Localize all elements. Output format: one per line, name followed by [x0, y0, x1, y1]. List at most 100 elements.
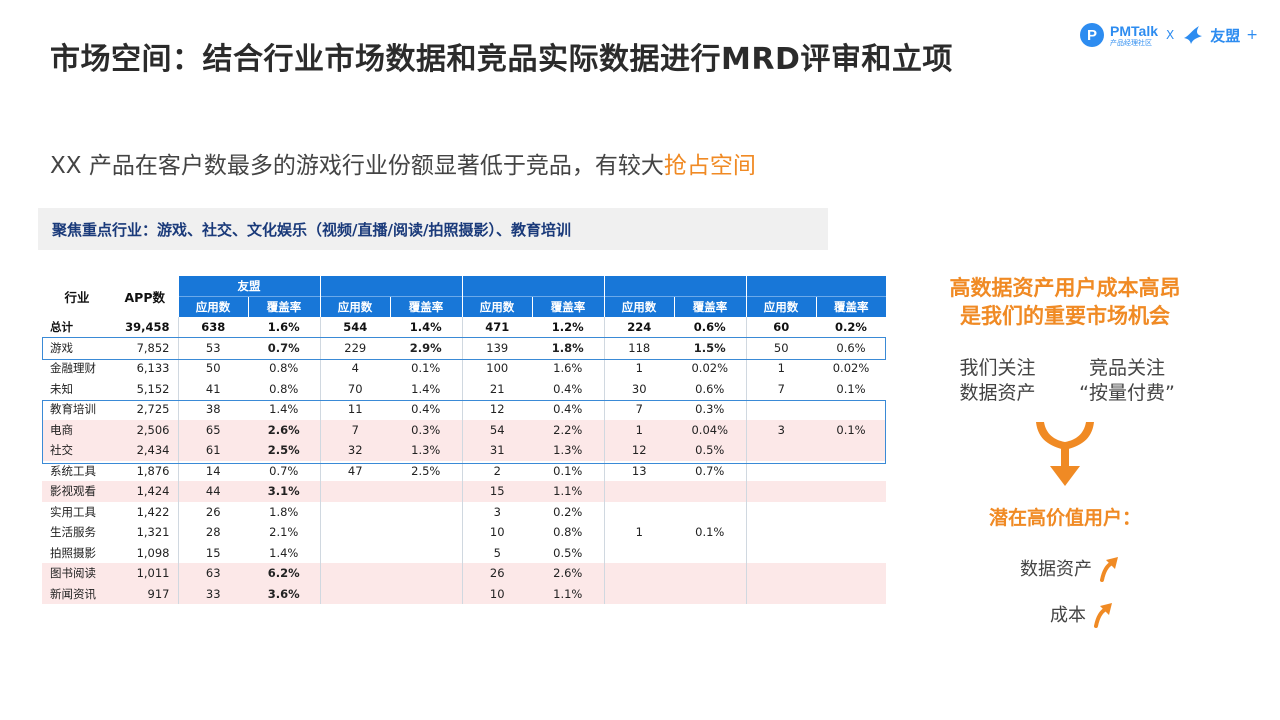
- header-app-num: 应用数: [461, 296, 532, 317]
- cell-coverage: 0.8%: [269, 361, 299, 376]
- pmtalk-logo-icon: P: [1080, 23, 1105, 47]
- cell-coverage: 1.4%: [269, 402, 299, 417]
- cell-app-num: [745, 501, 816, 522]
- cell-industry: 拍照摄影: [50, 545, 96, 560]
- cell-app-num: [745, 481, 816, 502]
- cell-coverage: 0.8%: [553, 525, 583, 540]
- cell-coverage: [816, 502, 886, 523]
- cell-app-count: 39,458: [112, 317, 179, 338]
- cell-coverage: 2.5%: [411, 463, 441, 478]
- table-row: 图书阅读 1,011 63 6.2% 26 2.6%: [42, 563, 886, 584]
- cell-coverage: 0.2%: [835, 320, 867, 335]
- cell-app-num: [745, 460, 816, 481]
- insight-headline-line2: 是我们的重要市场机会: [960, 304, 1170, 328]
- table-row: 拍照摄影 1,098 15 1.4% 5 0.5%: [42, 542, 886, 564]
- item-data-assets: 数据资产: [1020, 554, 1122, 582]
- cell-coverage: [816, 399, 886, 420]
- cell-app-count: 2,434: [112, 440, 179, 461]
- insight-headline: 高数据资产用户成本高昂 是我们的重要市场机会: [900, 274, 1230, 330]
- cell-coverage: 0.02%: [832, 361, 870, 376]
- cell-app-num: [745, 440, 816, 461]
- umeng-plus: +: [1246, 27, 1258, 43]
- cell-app-num: [745, 399, 816, 420]
- cell-coverage: [390, 543, 462, 564]
- item-data-assets-label: 数据资产: [1020, 559, 1092, 580]
- cell-coverage: [816, 543, 886, 564]
- cell-coverage: 0.3%: [390, 419, 462, 440]
- cell-app-count: 1,011: [112, 563, 179, 584]
- cell-app-num: 41: [205, 381, 221, 396]
- cell-coverage: [390, 481, 462, 502]
- umeng-bird-icon: [1184, 26, 1203, 44]
- cell-coverage: [674, 583, 746, 604]
- cell-coverage: 2.6%: [532, 563, 604, 584]
- cell-app-num: 65: [178, 419, 248, 440]
- cell-app-count: 5,152: [112, 378, 179, 399]
- rival-focus-line1: 竞品关注: [1088, 357, 1165, 379]
- cell-industry: 总计: [50, 320, 73, 335]
- cell-app-num: 471: [461, 317, 532, 338]
- cell-app-num: 12: [461, 399, 532, 420]
- cell-industry: 生活服务: [50, 525, 96, 540]
- cell-coverage: 0.7%: [269, 463, 299, 478]
- cell-coverage: [390, 583, 462, 604]
- cell-app-num: 11: [319, 399, 390, 420]
- merge-arrow-icon: [1036, 422, 1094, 486]
- table-body: 总计 39,458 638 1.6% 544 1.4% 471 1.2% 224 0.6% 60 0.…: [42, 317, 886, 604]
- cell-app-num: 3: [461, 501, 532, 522]
- cell-app-num: 2: [461, 460, 532, 481]
- trend-up-icon: [1100, 557, 1118, 582]
- cell-app-num: [745, 583, 816, 604]
- table-row: 生活服务 1,321 28 2.1% 10 0.8% 1 0.1%: [42, 522, 886, 543]
- cell-app-num: 1: [603, 419, 674, 440]
- cell-coverage: 1.3%: [532, 440, 604, 461]
- cell-coverage: 1.6%: [267, 320, 300, 335]
- cell-coverage: [390, 522, 462, 543]
- cell-coverage: 0.6%: [693, 320, 726, 335]
- cell-industry: 教育培训: [50, 402, 96, 417]
- cell-app-num: [319, 522, 390, 543]
- header-group-2: [319, 276, 462, 297]
- cell-app-num: 33: [178, 583, 248, 604]
- cell-coverage: 1.6%: [553, 361, 583, 376]
- cell-app-num: 5: [461, 542, 532, 563]
- cell-coverage: [674, 481, 746, 502]
- cell-app-num: 70: [319, 378, 390, 399]
- cell-app-num: 32: [319, 440, 390, 461]
- cell-app-num: 10: [461, 522, 532, 543]
- cell-app-num: [319, 563, 390, 584]
- cell-app-num: [319, 481, 390, 502]
- cell-app-num: 60: [745, 317, 816, 338]
- header-coverage: 覆盖率: [815, 296, 886, 317]
- cell-coverage: 0.4%: [553, 381, 583, 396]
- cell-coverage: 0.1%: [816, 419, 886, 440]
- cell-app-count: 2,725: [112, 399, 179, 420]
- cell-app-num: 229: [319, 337, 390, 358]
- cell-app-num: [603, 501, 674, 522]
- table-row: 金融理财 6,133 50 0.8% 4 0.1% 100 1.6% 1 0.02% 1 0.02%: [42, 358, 886, 379]
- table-row: 社交 2,434 61 2.5% 32 1.3% 31 1.3% 12 0.5%: [42, 440, 886, 461]
- cell-app-num: 15: [205, 545, 221, 560]
- our-focus: 我们关注 数据资产: [950, 356, 1045, 406]
- cell-app-num: 50: [745, 337, 816, 358]
- header-coverage: 覆盖率: [531, 296, 604, 317]
- cell-coverage: 1.8%: [269, 504, 299, 519]
- cell-app-num: 10: [461, 583, 532, 604]
- cell-industry: 游戏: [50, 340, 73, 355]
- cell-coverage: [816, 583, 886, 604]
- cell-app-num: [745, 542, 816, 563]
- cell-coverage: 3.1%: [248, 481, 320, 502]
- cell-app-num: 4: [319, 358, 390, 379]
- focus-industries-bar: 聚焦重点行业：游戏、社交、文化娱乐（视频/直播/阅读/拍照摄影）、教育培训: [38, 208, 828, 250]
- cell-coverage: [816, 461, 886, 482]
- table-row: 游戏 7,852 53 0.7% 229 2.9% 139 1.8% 118 1.5% 50 0.6%: [42, 337, 886, 358]
- cell-coverage: 0.2%: [553, 504, 583, 519]
- cell-app-num: 139: [461, 337, 532, 358]
- cell-industry: 新闻资讯: [42, 583, 112, 604]
- cell-app-count: 1,424: [112, 481, 179, 502]
- cell-app-num: 50: [205, 361, 221, 376]
- table-row: 实用工具 1,422 26 1.8% 3 0.2%: [42, 501, 886, 523]
- cell-coverage: [674, 563, 746, 584]
- cell-coverage: 0.4%: [411, 402, 441, 417]
- subtitle-highlight: 抢占空间: [663, 153, 756, 179]
